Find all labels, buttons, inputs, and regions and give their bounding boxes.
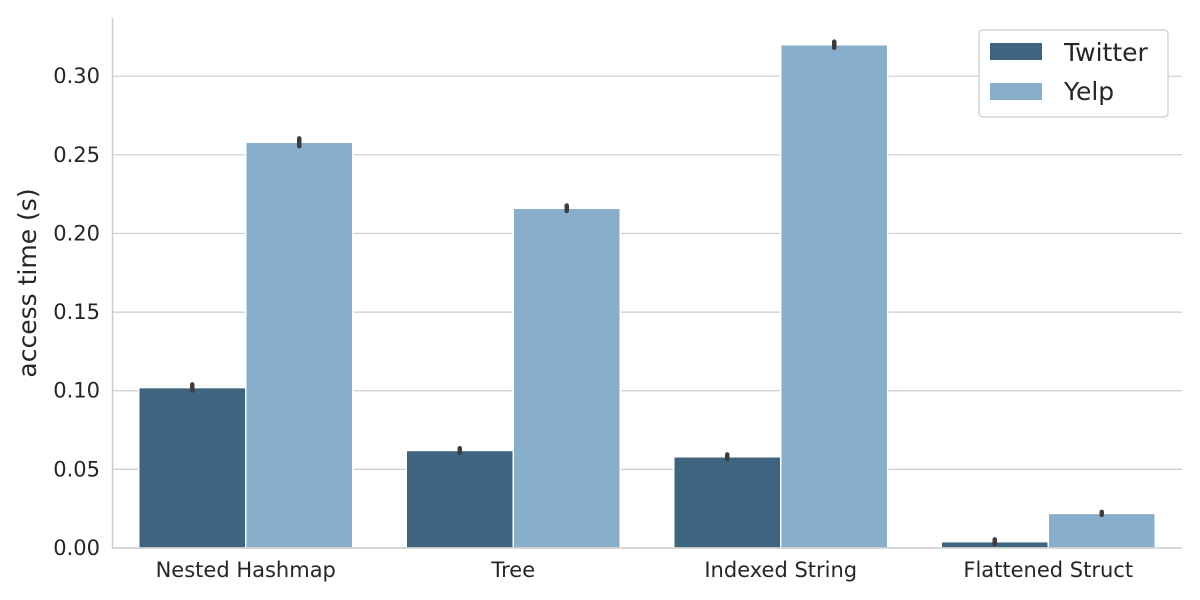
legend-swatch-twitter xyxy=(990,43,1042,60)
bar-twitter-nested-hashmap xyxy=(138,386,247,549)
error-bars xyxy=(190,39,1104,547)
y-tick-label: 0.20 xyxy=(53,221,100,245)
bar-yelp-nested-hashmap xyxy=(245,141,354,549)
x-tick-label: Flattened Struct xyxy=(963,558,1133,582)
legend-label-twitter: Twitter xyxy=(1063,38,1149,67)
legend-label-yelp: Yelp xyxy=(1063,77,1114,106)
x-tick-label: Nested Hashmap xyxy=(156,558,336,582)
x-tick-labels: Nested Hashmap Tree Indexed String Flattene… xyxy=(156,558,1134,582)
bar-twitter-tree xyxy=(405,449,514,549)
legend-swatch-yelp xyxy=(990,83,1042,100)
bar-twitter-indexed-string xyxy=(673,456,782,549)
y-tick-label: 0.10 xyxy=(53,379,100,403)
bar-yelp-tree xyxy=(512,207,621,549)
y-tick-label: 0.30 xyxy=(53,64,100,88)
bar-yelp-flattened-struct xyxy=(1047,512,1156,549)
x-tick-label: Tree xyxy=(490,558,535,582)
bar-yelp-indexed-string xyxy=(780,43,889,549)
x-tick-label: Indexed String xyxy=(704,558,857,582)
y-tick-label: 0.00 xyxy=(53,536,100,560)
legend: Twitter Yelp xyxy=(978,29,1169,118)
y-tick-labels: 0.00 0.05 0.10 0.15 0.20 0.25 0.30 xyxy=(53,64,100,560)
y-tick-label: 0.15 xyxy=(53,300,100,324)
y-tick-label: 0.25 xyxy=(53,143,100,167)
bars xyxy=(138,43,1156,549)
y-axis-label: access time (s) xyxy=(13,188,42,377)
y-tick-label: 0.05 xyxy=(53,457,100,481)
